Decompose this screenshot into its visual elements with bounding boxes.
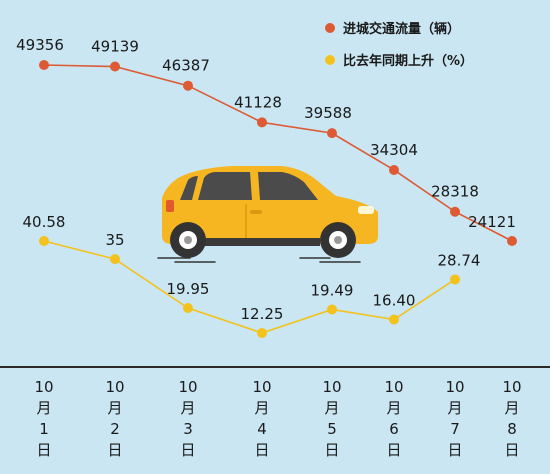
data-label-s1-7: 28318 [431, 183, 479, 201]
x-tick-label-4: 10 月 4 日 [252, 378, 271, 459]
data-label-s1-2: 49139 [91, 38, 139, 56]
x-tick-label-2: 10 月 2 日 [105, 378, 124, 459]
data-label-s2-7: 28.74 [438, 251, 481, 269]
x-tick-labels: 10 月 1 日 10 月 2 日 10 月 3 日 10 月 4 日 10 月 5 日 10 月 6 日 10 月 7 日 10 月 8 日 [34, 378, 521, 459]
data-point-s2-1 [39, 236, 49, 246]
legend-marker-growth [325, 55, 335, 65]
data-point-s1-3 [183, 80, 193, 91]
data-label-s1-6: 34304 [370, 141, 418, 159]
data-label-s2-6: 16.40 [373, 292, 416, 310]
data-point-s1-5 [327, 128, 337, 139]
data-point-s2-2 [110, 254, 120, 265]
legend: 进城交通流量（辆） 比去年同期上升（%） [325, 21, 473, 69]
x-tick-label-3: 10 月 3 日 [178, 378, 197, 459]
data-point-s2-6 [389, 314, 399, 325]
data-label-s1-5: 39588 [304, 104, 352, 122]
data-point-s1-4 [257, 117, 267, 128]
data-point-s2-5 [327, 304, 337, 315]
data-point-s2-7 [450, 274, 460, 285]
x-tick-label-1: 10 月 1 日 [34, 378, 53, 459]
data-labels: 49356 49139 46387 41128 39588 34304 28318 24121… [16, 36, 516, 323]
data-label-s2-3: 19.95 [167, 280, 210, 298]
data-label-s2-4: 12.25 [241, 305, 284, 323]
x-tick-label-5: 10 月 5 日 [322, 378, 341, 459]
data-label-s1-8: 24121 [468, 213, 516, 231]
data-label-s2-1: 40.58 [23, 213, 66, 231]
car-illustration [157, 166, 378, 263]
series-line-1 [43, 64, 513, 242]
data-point-s1-6 [389, 164, 399, 175]
data-label-s1-1: 49356 [16, 36, 64, 54]
data-point-s2-4 [257, 328, 267, 338]
data-label-s1-3: 46387 [162, 57, 210, 75]
legend-marker-traffic [325, 23, 335, 33]
x-tick-label-7: 10 月 7 日 [445, 378, 464, 459]
data-point-s1-8 [507, 236, 517, 246]
data-label-s1-4: 41128 [234, 93, 282, 111]
data-label-s2-5: 19.49 [311, 281, 354, 299]
legend-label-traffic: 进城交通流量（辆） [343, 21, 460, 37]
data-point-s2-3 [183, 302, 193, 313]
x-tick-label-8: 10 月 8 日 [502, 378, 521, 459]
x-tick-label-6: 10 月 6 日 [384, 378, 403, 459]
legend-label-growth: 比去年同期上升（%） [343, 53, 473, 69]
data-point-s1-1 [39, 60, 49, 70]
series-points [39, 60, 517, 338]
data-point-s1-2 [110, 61, 120, 72]
data-point-s1-7 [450, 206, 460, 217]
data-label-s2-2: 35 [105, 231, 124, 249]
